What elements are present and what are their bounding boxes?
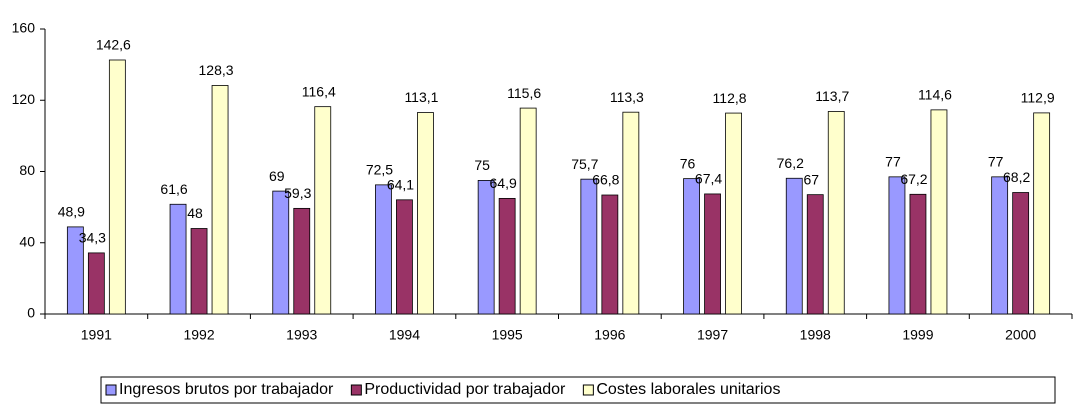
bar: [87, 252, 105, 315]
value-label: 59,3: [284, 185, 311, 201]
x-tick-label: 1995: [492, 327, 523, 343]
bar: [272, 190, 290, 315]
bar: [725, 112, 742, 315]
value-label: 48,9: [58, 204, 85, 220]
x-tick-label: 1999: [902, 327, 933, 343]
value-label: 67: [803, 171, 819, 187]
legend-label: Ingresos brutos por trabajador: [119, 381, 334, 398]
x-tick-label: 1991: [81, 327, 112, 343]
x-tick-label: 1994: [389, 327, 420, 343]
bar: [580, 178, 598, 315]
bar: [519, 107, 537, 315]
x-tick-label: 1998: [800, 327, 831, 343]
bar: [477, 180, 495, 315]
bar: [375, 184, 392, 315]
bar: [498, 197, 516, 315]
x-tick-label: 1993: [286, 327, 317, 343]
value-label: 64,1: [387, 177, 414, 193]
value-label: 48: [187, 205, 203, 221]
value-label: 69: [269, 168, 285, 184]
value-label: 77: [988, 154, 1004, 170]
value-label: 34,3: [79, 230, 106, 246]
value-label: 75: [474, 157, 490, 173]
bar: [190, 228, 208, 315]
value-label: 61,6: [160, 181, 187, 197]
bar: [827, 111, 845, 315]
bar: [1012, 192, 1030, 315]
bar: [1033, 112, 1051, 315]
value-label: 77: [885, 154, 901, 170]
y-tick-label: 80: [19, 162, 35, 178]
bar: [601, 194, 619, 315]
y-tick-label: 0: [27, 305, 35, 321]
value-label: 64,9: [490, 175, 517, 191]
value-label: 67,2: [900, 171, 927, 187]
bar: [396, 199, 413, 315]
x-tick-label: 1996: [594, 327, 625, 343]
bar: [806, 194, 824, 315]
legend-box: [100, 376, 1056, 404]
bar: [66, 226, 84, 315]
value-label: 75,7: [571, 156, 598, 172]
bar: [417, 112, 434, 315]
bar: [108, 59, 126, 315]
value-label: 115,6: [507, 85, 541, 101]
value-label: 76: [680, 155, 696, 171]
value-label: 66,8: [592, 172, 619, 188]
bar: [909, 193, 927, 315]
bar: [704, 193, 721, 315]
bar: [888, 176, 906, 315]
value-label: 76,2: [777, 155, 804, 171]
bar: [683, 178, 700, 315]
x-tick-label: 1992: [183, 327, 214, 343]
bar: [930, 109, 948, 315]
x-tick-label: 1997: [697, 327, 728, 343]
value-label: 142,6: [96, 37, 131, 53]
bar: [293, 207, 311, 315]
legend-swatch: [350, 384, 362, 396]
legend-label: Productividad por trabajador: [364, 381, 566, 398]
value-label: 116,4: [302, 83, 336, 99]
value-label: 113,7: [815, 88, 849, 104]
bar: [991, 176, 1009, 315]
y-tick-label: 40: [19, 233, 35, 249]
value-label: 72,5: [366, 162, 393, 178]
legend-label: Costes laborales unitarios: [596, 381, 780, 398]
y-tick-label: 120: [12, 91, 36, 107]
bar: [314, 106, 332, 315]
x-tick-label: 2000: [1005, 327, 1036, 343]
value-label: 112,8: [713, 90, 747, 106]
bar: [211, 85, 229, 315]
value-label: 112,9: [1021, 90, 1055, 106]
value-label: 113,3: [610, 89, 644, 105]
value-label: 114,6: [918, 87, 952, 103]
value-label: 67,4: [695, 171, 722, 187]
bar: [622, 111, 640, 315]
legend-swatch: [582, 384, 594, 396]
value-label: 113,1: [404, 89, 438, 105]
bar: [785, 177, 803, 315]
legend-swatch: [105, 384, 117, 396]
bar: [169, 203, 187, 315]
y-tick-label: 160: [12, 20, 36, 36]
value-label: 68,2: [1003, 169, 1030, 185]
value-label: 128,3: [199, 62, 234, 78]
